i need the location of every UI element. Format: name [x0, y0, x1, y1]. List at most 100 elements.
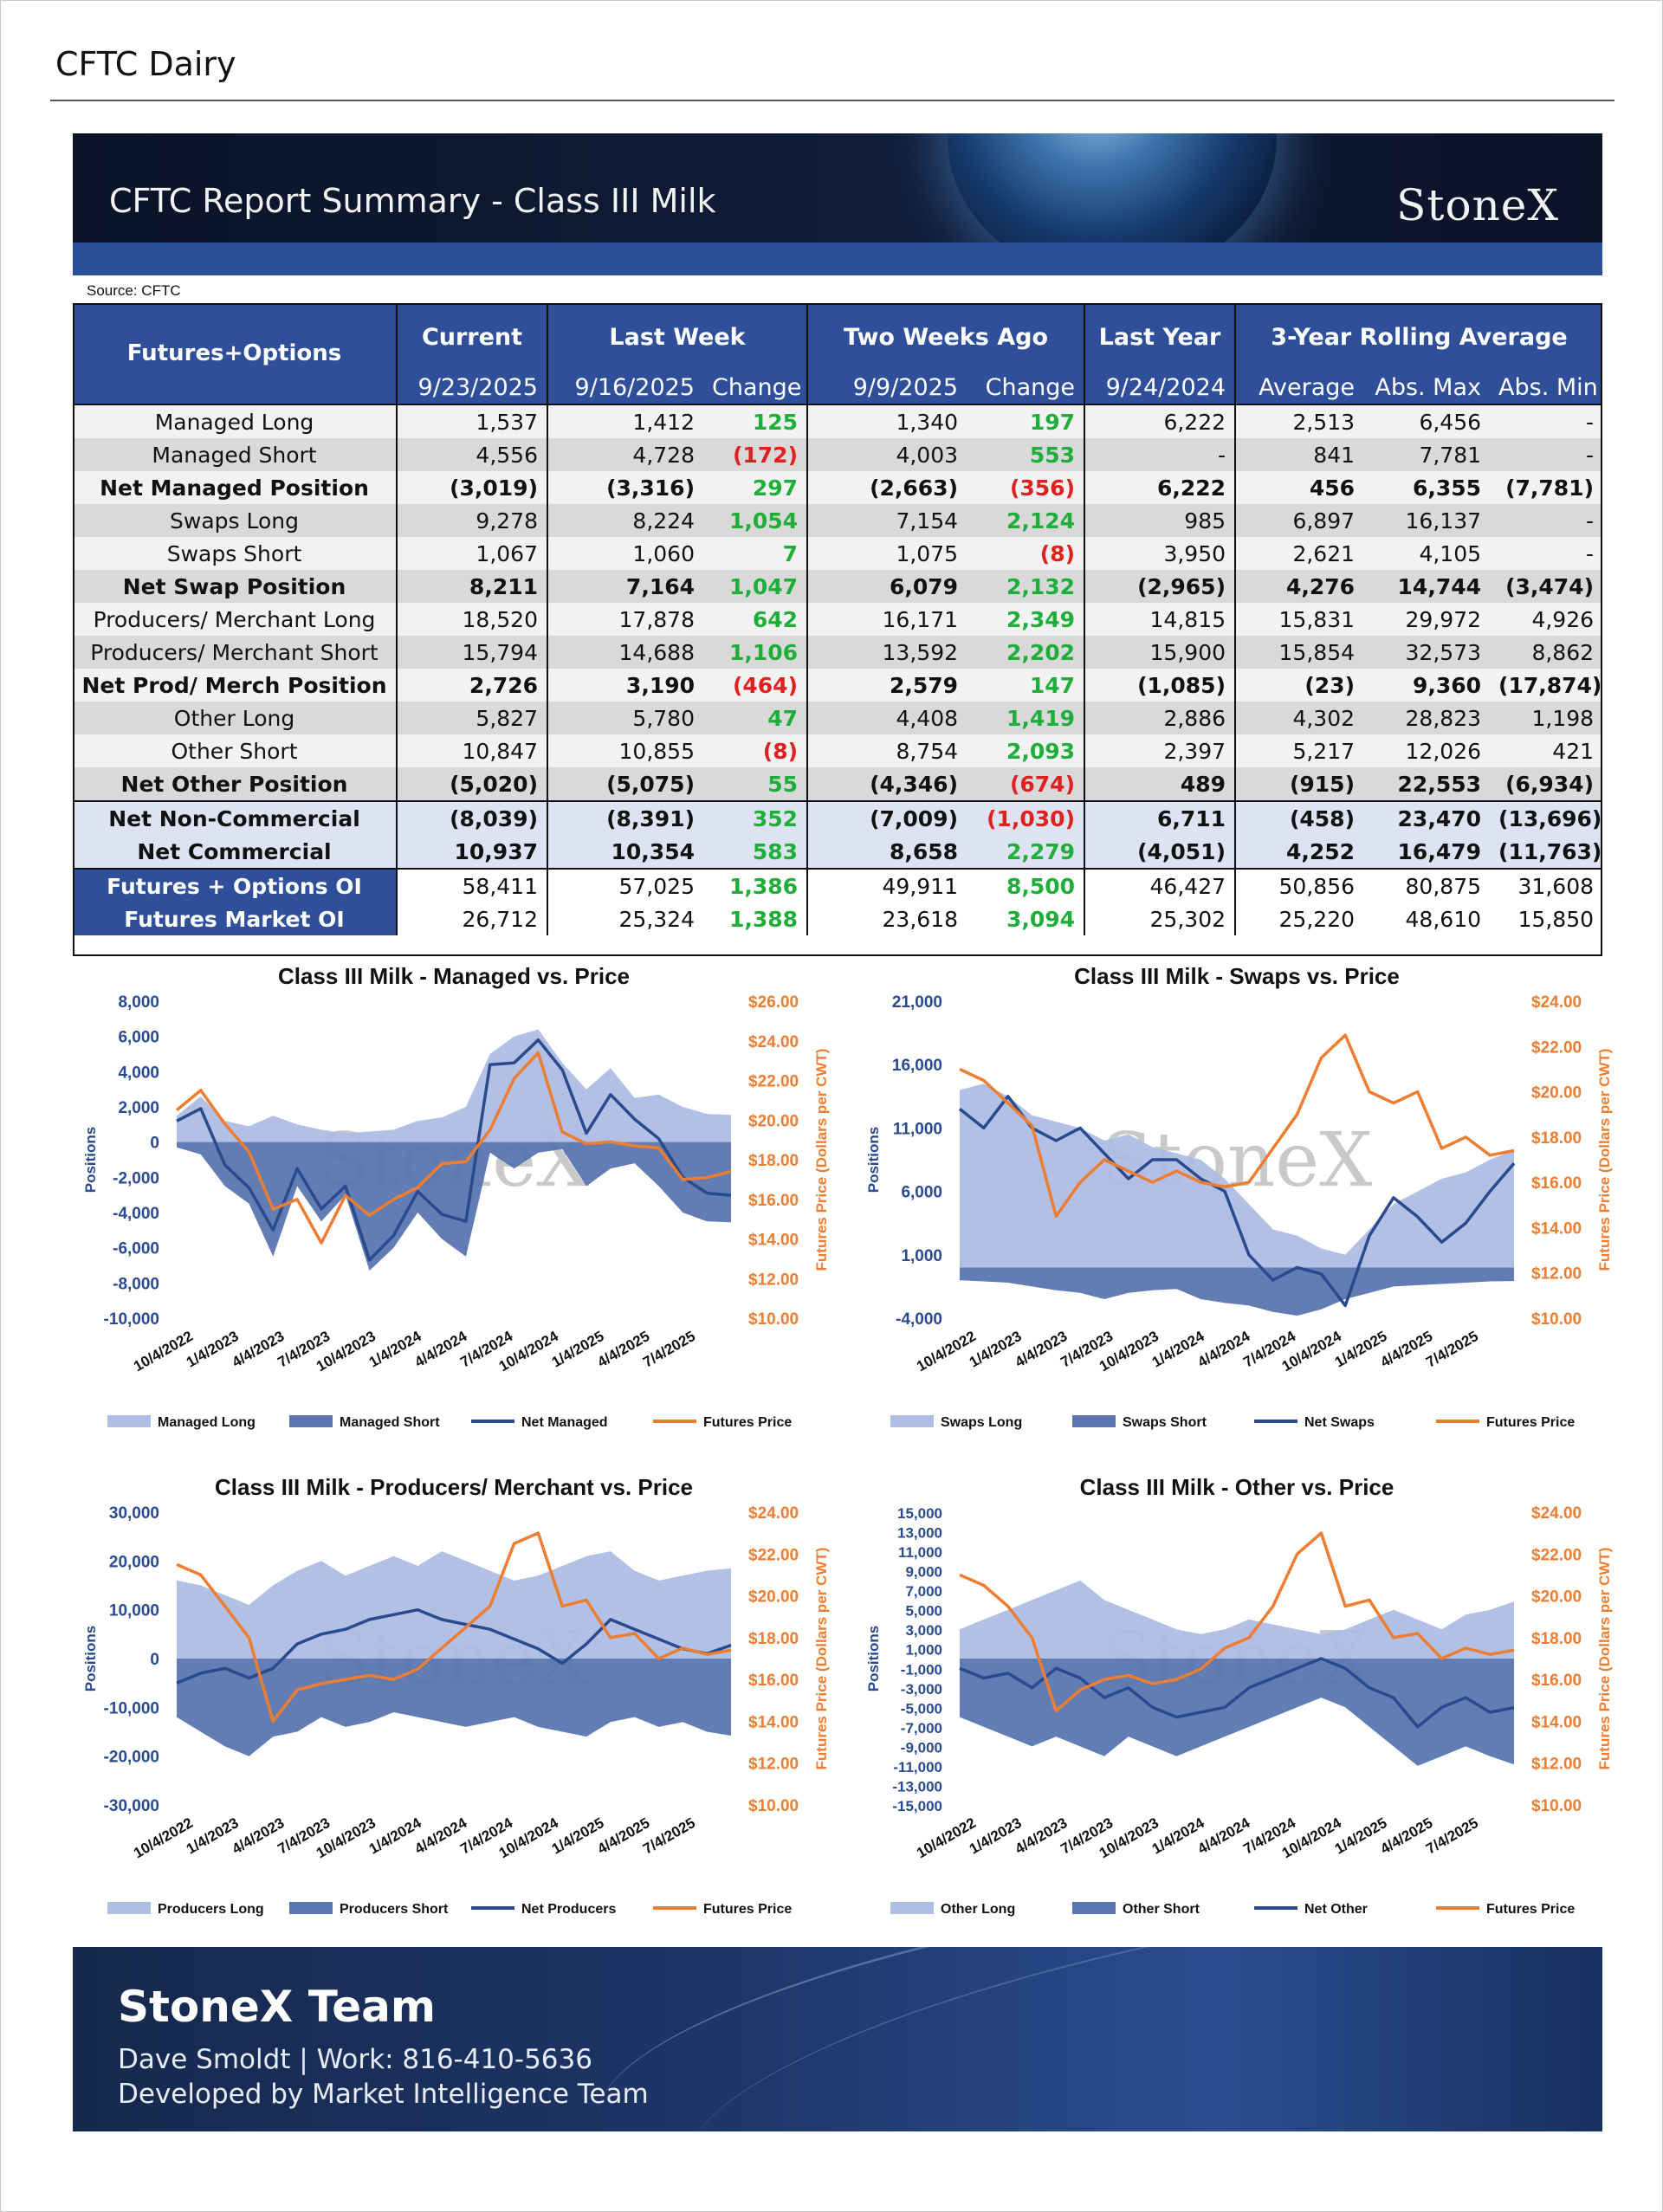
cell-value: 22,553: [1397, 771, 1482, 797]
change-value: 2,132: [1006, 573, 1076, 599]
table-cell: 46,427: [1084, 868, 1236, 902]
table-group-header: 3-Year Rolling Average: [1234, 303, 1603, 371]
cell-value: 12,026: [1405, 738, 1482, 764]
series-swaps-short: [960, 1267, 1514, 1316]
y2-tick-label: $20.00: [1531, 1084, 1582, 1103]
table-row: Producers/ Merchant Long 18,520 17,878 642 1…: [73, 603, 1603, 636]
table-cell: (8): [703, 734, 808, 767]
cell-value: -: [1585, 442, 1595, 468]
cell-value: 8,211: [469, 573, 538, 599]
cell-value: 3,950: [1163, 540, 1226, 566]
cell-value: 4,408: [896, 705, 959, 731]
change-value: (464): [732, 672, 799, 698]
change-value: 2,349: [1006, 606, 1076, 632]
table-cell: 3,950: [1084, 537, 1236, 570]
cell-value: (11,763): [1498, 838, 1602, 864]
table-row: Futures + Options OI 58,411 57,025 1,386 49,…: [73, 868, 1603, 902]
cell-value: 2,621: [1292, 540, 1356, 566]
cell-value: 16,479: [1397, 838, 1482, 864]
row-label: Net Managed Position: [73, 471, 397, 504]
y-tick-label: -10,000: [104, 1310, 159, 1329]
y-axis-label: Positions: [865, 1127, 882, 1193]
y-axis-label: Positions: [82, 1127, 99, 1193]
series-other-short: [960, 1659, 1514, 1766]
table-cell: 4,302: [1234, 702, 1364, 734]
change-value: 297: [752, 475, 799, 501]
y-tick-label: 15,000: [897, 1505, 942, 1522]
legend-label: Other Long: [941, 1902, 1015, 1917]
cell-value: 8,224: [632, 508, 695, 534]
table-subheader: Change: [703, 371, 808, 404]
table-cell: 9,278: [396, 504, 547, 537]
row-label: Swaps Long: [73, 504, 397, 537]
cell-value: 456: [1309, 475, 1356, 501]
y2-tick-label: $10.00: [1531, 1797, 1582, 1815]
y-tick-label: 1,000: [901, 1247, 942, 1265]
legend-label: Net Other: [1304, 1902, 1368, 1917]
legend-label: Net Producers: [521, 1902, 616, 1917]
series-net-managed: [176, 1038, 732, 1262]
table-cell: (2,663): [806, 471, 967, 504]
table-cell: (5,075): [547, 767, 703, 801]
change-value: 352: [752, 805, 799, 831]
y-tick-label: 30,000: [109, 1504, 159, 1523]
x-tick-label: 4/4/2025: [1377, 1814, 1435, 1858]
table-row: Swaps Short 1,067 1,060 7 1,075 (8) 3,950 2,621…: [73, 537, 1603, 570]
cell-value: 4,926: [1531, 606, 1595, 632]
cell-value: (2,663): [870, 475, 959, 501]
y2-tick-label: $20.00: [1531, 1588, 1582, 1607]
table-cell: 4,926: [1490, 603, 1603, 636]
table-subheader: Abs. Max: [1363, 371, 1491, 404]
series-net-swaps: [958, 1095, 1516, 1308]
x-tick-label: 10/4/2022: [914, 1328, 979, 1374]
table-cell: 10,354: [547, 835, 703, 869]
legend-label: Other Short: [1123, 1902, 1200, 1917]
row-label: Managed Short: [73, 438, 397, 471]
y-tick-label: 13,000: [897, 1525, 942, 1542]
x-tick-label: 1/4/2023: [184, 1328, 242, 1371]
table-cell: 4,003: [806, 438, 967, 471]
y2-axis-label: Futures Price (Dollars per CWT): [813, 1049, 830, 1271]
table-cell: 1,537: [396, 404, 547, 438]
table-cell: 47: [703, 702, 808, 734]
cell-value: 14,815: [1149, 606, 1226, 632]
table-cell: (2,965): [1084, 570, 1236, 603]
legend-swatch: [289, 1902, 333, 1914]
cell-value: (5,075): [606, 771, 695, 797]
cell-value: 5,780: [632, 705, 695, 731]
change-value: 1,106: [728, 639, 799, 665]
table-cell: 985: [1084, 504, 1236, 537]
legend-swatch: [289, 1415, 333, 1427]
y2-tick-label: $12.00: [1531, 1265, 1582, 1284]
y2-tick-label: $22.00: [1531, 1546, 1582, 1564]
table-cell: 7,781: [1363, 438, 1491, 471]
change-value: 642: [752, 606, 799, 632]
y-tick-label: 2,000: [118, 1099, 159, 1117]
table-cell: 29,972: [1363, 603, 1491, 636]
cell-value: 5,827: [476, 705, 538, 731]
table-cell: 1,106: [703, 636, 808, 669]
row-label: Other Short: [73, 734, 397, 767]
cell-value: (3,019): [450, 475, 538, 501]
y2-tick-label: $24.00: [748, 1033, 799, 1051]
y2-tick-label: $24.00: [1531, 993, 1582, 1012]
y2-tick-label: $26.00: [748, 993, 799, 1012]
cell-value: 4,105: [1419, 540, 1482, 566]
cell-value: 4,003: [896, 442, 959, 468]
table-cell: 8,224: [547, 504, 703, 537]
cell-value: (915): [1289, 771, 1356, 797]
banner-background: [73, 133, 1602, 243]
change-value: 125: [752, 409, 799, 435]
cell-value: 6,456: [1419, 409, 1482, 435]
x-tick-label: 7/4/2025: [1423, 1814, 1481, 1858]
y2-tick-label: $22.00: [748, 1073, 799, 1091]
change-value: 3,094: [1006, 906, 1076, 932]
row-label: Producers/ Merchant Short: [73, 636, 397, 669]
cell-value: 5,217: [1292, 738, 1356, 764]
y-tick-label: -13,000: [892, 1778, 942, 1795]
table-cell: 23,618: [806, 902, 967, 935]
table-cell: 22,553: [1363, 767, 1491, 801]
table-cell: 125: [703, 404, 808, 438]
table-cell: (464): [703, 669, 808, 702]
cell-value: 48,610: [1405, 906, 1482, 932]
